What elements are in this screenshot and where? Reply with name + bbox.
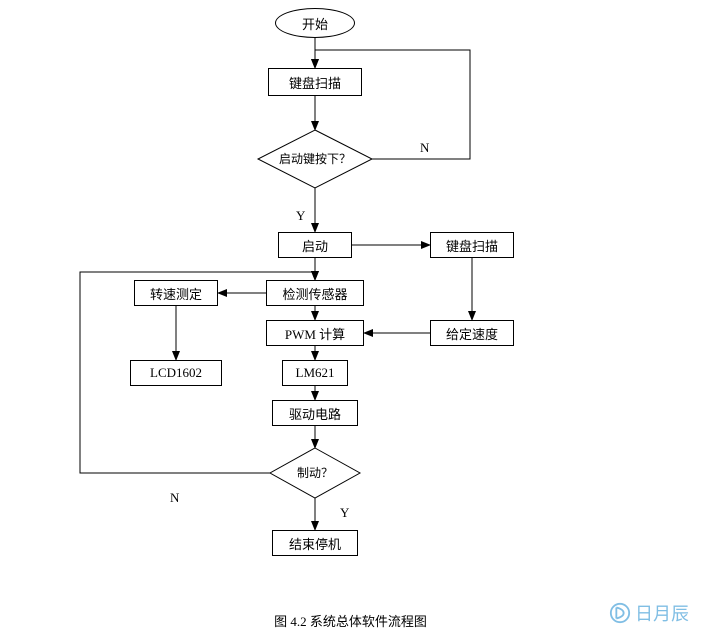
node-lcd: LCD1602 [130,360,222,386]
node-end: 结束停机 [272,530,358,556]
node-drive: 驱动电路 [272,400,358,426]
decision-dec2 [270,448,360,498]
decision-label-dec2: 制动？ [297,466,333,480]
node-lm621: LM621 [282,360,348,386]
node-pwm: PWM 计算 [266,320,364,346]
watermark: 日月辰 [609,600,689,626]
node-givesp: 给定速度 [430,320,514,346]
edge-label-Y1: Y [296,208,305,224]
watermark-text: 日月辰 [635,600,689,626]
decision-dec1 [258,130,372,188]
node-scan1: 键盘扫描 [268,68,362,96]
node-sensor: 检测传感器 [266,280,364,306]
node-start: 开始 [275,8,355,38]
edge-dec1-scan1 [315,50,470,159]
node-launch: 启动 [278,232,352,258]
figure-caption: 图 4.2 系统总体软件流程图 [0,611,701,630]
edge-label-N2: N [170,490,179,506]
decision-label-dec1: 启动键按下？ [279,152,351,166]
edge-label-Y2: Y [340,505,349,521]
node-speedm: 转速测定 [134,280,218,306]
edge-label-N1: N [420,140,429,156]
node-scan2: 键盘扫描 [430,232,514,258]
